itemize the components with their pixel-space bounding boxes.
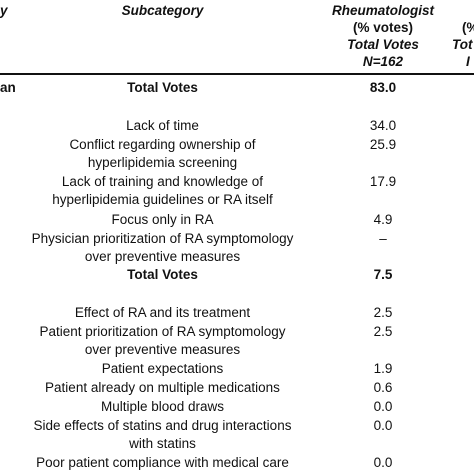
- header-rheum-n: N=162: [362, 54, 404, 69]
- table-row-value: 34.0: [369, 118, 397, 133]
- table-row-value: –: [379, 231, 387, 246]
- table-row-cont: with statins: [129, 436, 196, 451]
- table-row-value: 2.5: [373, 324, 393, 339]
- table-row-value: 0.0: [373, 455, 393, 470]
- table-row: Side effects of statins and drug interac…: [33, 418, 292, 433]
- table-row: Physician prioritization of RA symptomol…: [31, 231, 294, 246]
- table-row-cont: hyperlipidemia guidelines or RA itself: [52, 192, 273, 207]
- header-subcategory: Subcategory: [121, 3, 204, 18]
- table-row-cont: over preventive measures: [84, 342, 241, 357]
- table-row-value: 0.0: [373, 418, 393, 433]
- header-rheum-total: Total Votes: [347, 37, 419, 52]
- section1-total-label: Total Votes: [127, 80, 198, 95]
- header-rule: [0, 73, 474, 75]
- table-row-value: 0.6: [373, 380, 393, 395]
- header-col3-line3: I: [466, 54, 470, 69]
- table-row: Focus only in RA: [111, 212, 214, 227]
- table-row: Lack of time: [126, 118, 199, 133]
- table-row-cont: over preventive measures: [84, 249, 241, 264]
- table-row: Poor patient compliance with medical car…: [36, 455, 289, 470]
- table-row-value: 0.0: [373, 399, 393, 414]
- table-row: Patient already on multiple medications: [45, 380, 280, 395]
- table-row: Lack of training and knowledge of: [61, 174, 264, 189]
- section2-total-label: Total Votes: [127, 267, 198, 282]
- table-row-cont: hyperlipidemia screening: [87, 155, 238, 170]
- table-row-value: 25.9: [369, 137, 397, 152]
- section1-category: an: [0, 80, 16, 95]
- section1-total-value: 83.0: [369, 80, 397, 95]
- table-row-value: 2.5: [373, 305, 393, 320]
- header-rheum-percent: (% votes): [352, 20, 413, 35]
- table-row-value: 1.9: [373, 361, 393, 376]
- table-row: Effect of RA and its treatment: [74, 305, 251, 320]
- section2-total-value: 7.5: [373, 267, 393, 282]
- table-row: Patient expectations: [101, 361, 224, 376]
- table-row-value: 4.9: [373, 212, 393, 227]
- table-row-value: 17.9: [369, 174, 397, 189]
- header-col3-line1: (%: [462, 20, 474, 35]
- table-row: Patient prioritization of RA symptomolog…: [39, 324, 286, 339]
- table-row: Multiple blood draws: [100, 399, 225, 414]
- header-col3-line2: Tot: [452, 37, 473, 52]
- table-row: Conflict regarding ownership of: [69, 137, 256, 152]
- header-category: y: [0, 3, 8, 18]
- header-rheum-title: Rheumatologist: [331, 3, 434, 18]
